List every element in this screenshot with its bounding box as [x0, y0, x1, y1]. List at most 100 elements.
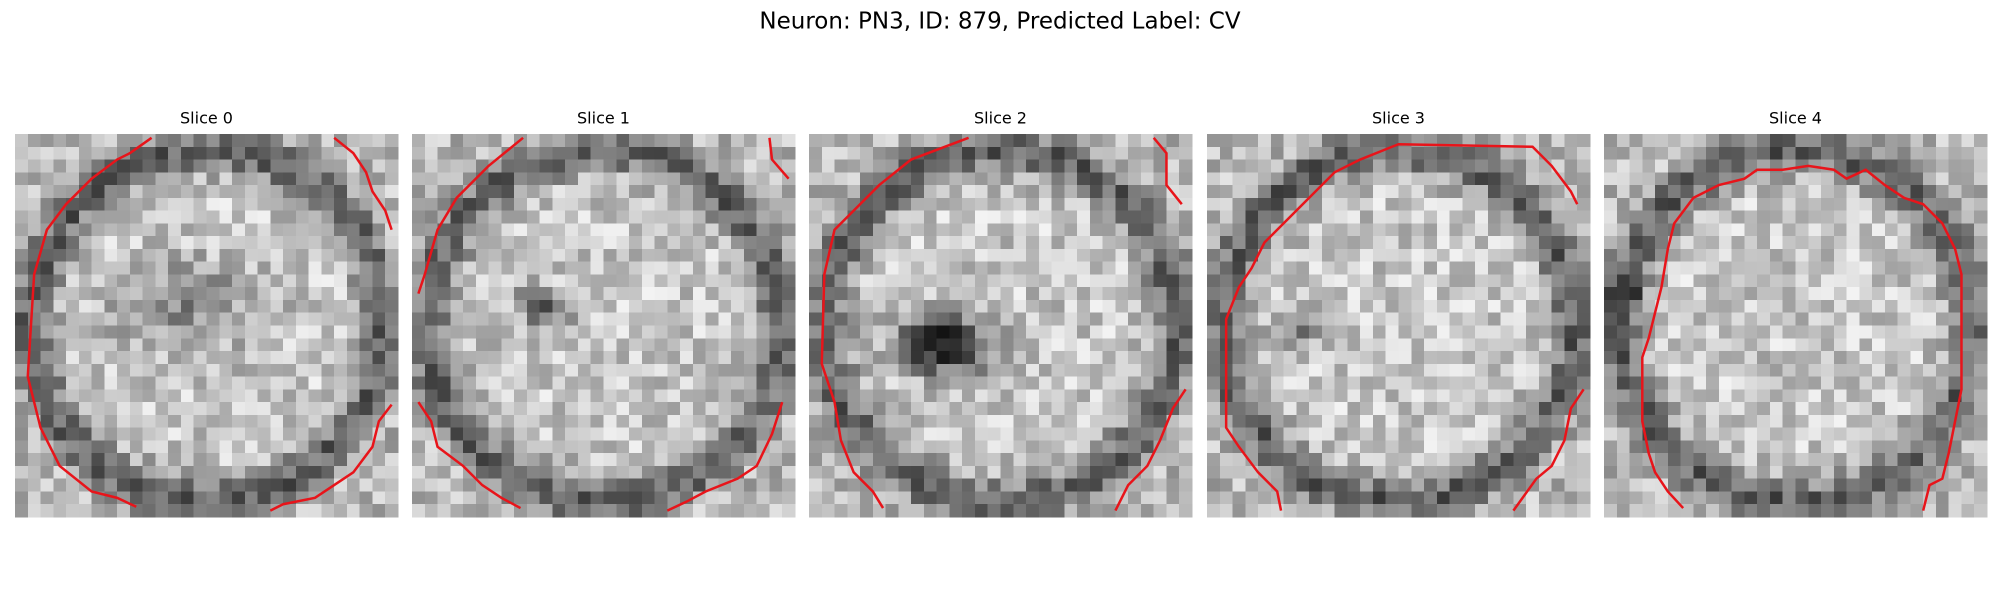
pixel — [1102, 338, 1116, 352]
pixel — [1179, 287, 1193, 301]
pixel — [15, 376, 29, 390]
pixel — [526, 159, 541, 173]
pixel — [1038, 134, 1053, 148]
pixel — [1884, 491, 1899, 505]
pixel — [731, 261, 745, 275]
pixel — [1948, 478, 1962, 492]
pixel — [565, 325, 579, 339]
pixel — [1859, 159, 1873, 173]
pixel — [270, 261, 284, 275]
pixel — [53, 465, 67, 480]
pixel — [1258, 287, 1272, 301]
pixel — [514, 236, 528, 250]
pixel — [1128, 274, 1142, 288]
pixel — [1077, 299, 1091, 314]
pixel — [1667, 465, 1682, 480]
pixel — [1038, 453, 1053, 467]
pixel — [1372, 491, 1387, 505]
pixel — [1718, 197, 1733, 212]
pixel — [629, 504, 643, 518]
pixel — [514, 274, 528, 288]
pixel — [1872, 197, 1886, 212]
pixel — [1385, 134, 1399, 148]
pixel — [962, 363, 976, 378]
pixel — [66, 223, 80, 237]
pixel — [1102, 197, 1116, 212]
pixel — [1115, 376, 1129, 390]
pixel — [1935, 185, 1950, 199]
pixel — [654, 363, 668, 378]
pixel — [1693, 427, 1707, 441]
pixel — [1808, 185, 1822, 199]
pixel — [412, 210, 426, 224]
pixel — [1102, 465, 1116, 480]
pixel — [1207, 210, 1221, 224]
pixel — [667, 210, 681, 224]
pixel — [412, 312, 426, 326]
pixel — [1655, 338, 1669, 352]
pixel — [1513, 376, 1527, 390]
pixel — [1564, 172, 1578, 186]
pixel — [168, 351, 182, 365]
pixel — [1872, 223, 1886, 237]
pixel — [1564, 376, 1578, 390]
pixel — [1782, 478, 1796, 492]
pixel — [91, 427, 105, 441]
pixel — [450, 261, 464, 275]
pixel — [1077, 465, 1091, 480]
pixel — [1564, 440, 1578, 454]
pixel — [1258, 185, 1272, 199]
pixel — [1910, 389, 1924, 403]
pixel — [1680, 504, 1694, 518]
pixel — [641, 491, 656, 505]
pixel — [1795, 351, 1809, 365]
pixel — [104, 261, 118, 275]
pixel — [603, 338, 617, 352]
pixel — [1309, 223, 1323, 237]
pixel — [27, 210, 42, 224]
pixel — [936, 325, 950, 339]
pixel — [1309, 159, 1323, 173]
pixel — [1385, 274, 1399, 288]
pixel — [1321, 159, 1336, 173]
pixel — [412, 325, 426, 339]
pixel — [488, 338, 502, 352]
pixel — [257, 210, 271, 224]
pixel — [1795, 197, 1809, 212]
pixel — [78, 453, 93, 467]
pixel — [244, 312, 259, 326]
pixel — [206, 414, 220, 429]
pixel — [860, 414, 874, 429]
pixel — [232, 134, 246, 148]
pixel — [1500, 504, 1514, 518]
pixel — [1680, 299, 1694, 314]
pixel — [1731, 351, 1745, 365]
pixel — [1500, 389, 1514, 403]
pixel — [552, 146, 566, 161]
pixel — [1693, 453, 1707, 467]
pixel — [1706, 274, 1720, 288]
pixel — [1013, 402, 1027, 416]
pixel — [680, 351, 694, 365]
pixel — [27, 351, 42, 365]
pixel — [53, 363, 67, 378]
pixel — [334, 159, 348, 173]
pixel — [283, 172, 297, 186]
pixel — [117, 478, 131, 492]
pixel — [1038, 223, 1053, 237]
pixel — [1245, 223, 1259, 237]
pixel — [641, 223, 656, 237]
pixel — [756, 351, 770, 365]
pixel — [1449, 172, 1463, 186]
pixel — [15, 465, 29, 480]
pixel — [501, 504, 515, 518]
pixel — [142, 299, 156, 314]
pixel — [168, 299, 182, 314]
pixel — [475, 325, 490, 339]
pixel — [501, 274, 515, 288]
pixel — [437, 287, 451, 301]
pixel — [809, 223, 823, 237]
pixel — [346, 414, 361, 429]
pixel — [1475, 491, 1489, 505]
pixel — [1411, 440, 1425, 454]
